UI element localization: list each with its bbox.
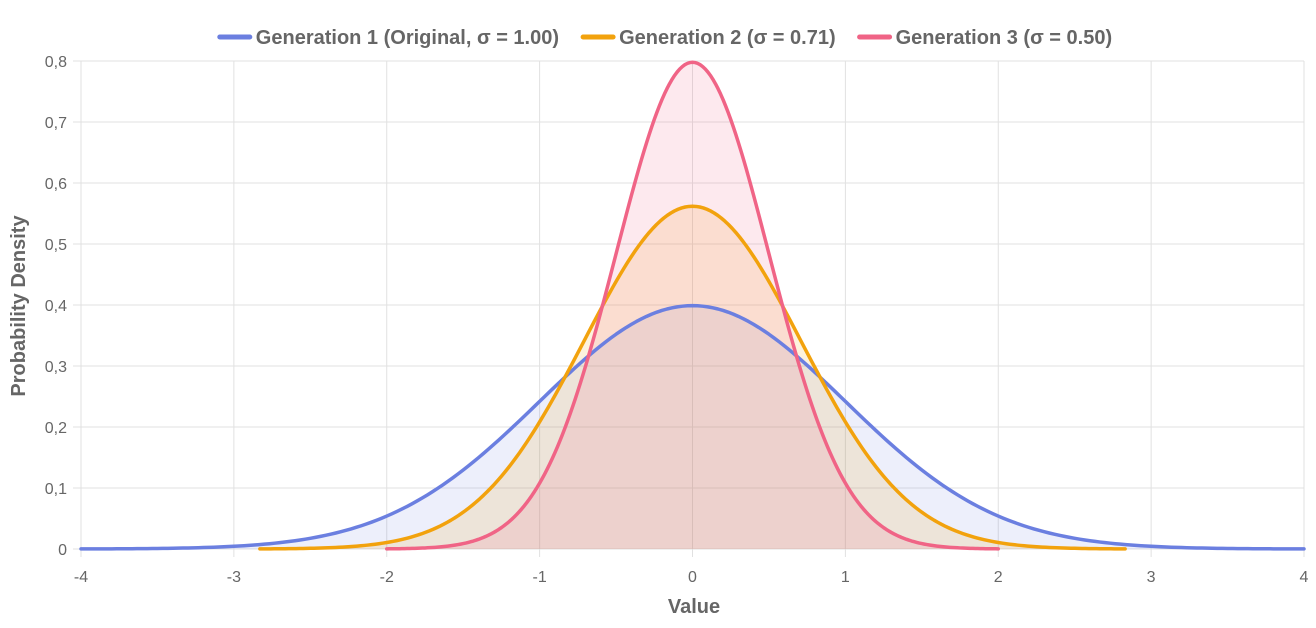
- y-tick-label: 0,8: [45, 54, 67, 71]
- series-3-line: [385, 60, 1000, 551]
- legend-item-2[interactable]: Generation 2 (σ = 0.71): [580, 27, 836, 49]
- series-1-area: [81, 305, 1304, 549]
- legend-label: Generation 1 (Original, σ = 1.00): [256, 27, 559, 49]
- y-tick-label: 0,6: [45, 176, 67, 193]
- series-1-line: [79, 303, 1306, 551]
- x-tick-label: -2: [380, 569, 394, 586]
- y-tick-label: 0,7: [45, 115, 67, 132]
- y-tick-label: 0,5: [45, 237, 67, 254]
- y-tick-label: 0,2: [45, 420, 67, 437]
- y-axis-title: Probability Density: [8, 215, 30, 397]
- x-axis-title: Value: [668, 596, 720, 618]
- x-tick-label: -1: [533, 569, 547, 586]
- legend-label: Generation 3 (σ = 0.50): [896, 27, 1113, 49]
- x-tick-label: 4: [1300, 569, 1309, 586]
- series-lines: [79, 60, 1306, 551]
- y-tick-label: 0,3: [45, 359, 67, 376]
- x-tick-label: -4: [74, 569, 88, 586]
- series-2-line: [258, 204, 1127, 551]
- x-tick-label: 3: [1147, 569, 1156, 586]
- series-2-area: [259, 206, 1126, 549]
- y-tick-label: 0: [58, 542, 67, 559]
- legend: Generation 1 (Original, σ = 1.00) Generat…: [217, 27, 1113, 49]
- tick-labels: -4 -3 -2 -1 0 1 2 3 4 0 0,1 0,2 0,3 0,4 0,5 0,6 0,7 0,8: [45, 54, 1309, 586]
- y-tick-label: 0,4: [45, 298, 67, 315]
- legend-item-1[interactable]: Generation 1 (Original, σ = 1.00): [217, 27, 559, 49]
- legend-label: Generation 2 (σ = 0.71): [619, 27, 836, 49]
- x-tick-label: -3: [227, 569, 241, 586]
- x-tick-label: 2: [994, 569, 1003, 586]
- x-tick-label: 1: [841, 569, 850, 586]
- y-tick-label: 0,1: [45, 481, 67, 498]
- x-tick-label: 0: [688, 569, 697, 586]
- legend-item-3[interactable]: Generation 3 (σ = 0.50): [857, 27, 1113, 49]
